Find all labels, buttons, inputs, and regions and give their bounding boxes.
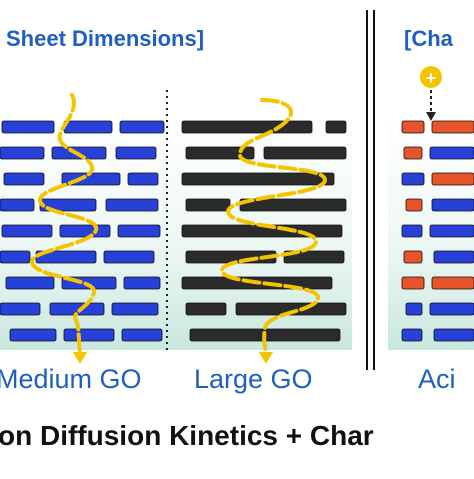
medium-sheet: [127, 172, 159, 186]
acid-sheet-blue: [429, 224, 474, 238]
medium-sheet: [103, 250, 155, 264]
acid-sheet-orange: [431, 120, 474, 134]
medium-sheet: [1, 120, 55, 134]
medium-sheet: [1, 224, 53, 238]
medium-sheet: [5, 276, 55, 290]
medium-sheet: [0, 302, 41, 316]
large-ion-arrowhead: [259, 352, 273, 364]
charge-symbol: +: [426, 68, 437, 88]
acid-sheet-orange: [401, 120, 425, 134]
medium-sheet: [63, 120, 113, 134]
large-ion-path: [220, 98, 328, 354]
large-sheet: [263, 146, 347, 160]
acid-sheet-blue: [431, 198, 474, 212]
medium-sheet: [0, 198, 35, 212]
medium-sheet: [0, 146, 45, 160]
large-sheet: [185, 146, 255, 160]
large-sheet: [181, 120, 313, 134]
medium-sheet: [9, 328, 57, 342]
medium-ion-path: [30, 93, 98, 354]
acid-sheet-blue: [405, 302, 423, 316]
large-sheet: [283, 250, 345, 264]
large-sheet: [181, 172, 335, 186]
acid-sheet-orange: [405, 198, 423, 212]
large-sheet: [185, 302, 227, 316]
medium-sheet: [63, 328, 115, 342]
medium-sheet: [59, 224, 111, 238]
acid-sheet-blue: [401, 172, 425, 186]
medium-ion-arrowhead: [73, 352, 87, 364]
medium-sheet: [119, 120, 165, 134]
medium-sheet: [117, 224, 161, 238]
medium-sheet: [115, 146, 157, 160]
acid-sheet-blue: [433, 328, 474, 342]
acid-sheet-orange: [403, 250, 423, 264]
medium-sheet: [121, 328, 163, 342]
acid-sheet-blue: [401, 328, 423, 342]
large-sheet: [239, 198, 347, 212]
acid-sheet-blue: [429, 146, 474, 160]
large-go-sheets: [181, 120, 347, 342]
acid-sheet-blue: [433, 250, 474, 264]
acid-sheet-blue: [429, 302, 474, 316]
medium-go-sheets: [0, 120, 165, 342]
large-sheet: [185, 198, 231, 212]
medium-sheet: [111, 302, 159, 316]
medium-go-caption: Medium GO: [0, 364, 142, 394]
acid-sheet-orange: [431, 172, 474, 186]
medium-sheet: [105, 198, 159, 212]
charge-arrowhead: [426, 112, 436, 121]
bottom-caption: on Diffusion Kinetics + Char: [0, 420, 374, 451]
charge-title: [Cha: [404, 26, 453, 51]
acid-sheet-blue: [401, 224, 423, 238]
large-go-caption: Large GO: [194, 364, 313, 394]
medium-sheet: [123, 276, 161, 290]
acid-sheets: [401, 120, 474, 342]
acid-sheet-orange: [401, 276, 425, 290]
acid-caption: Aci: [418, 364, 456, 394]
large-sheet: [325, 120, 347, 134]
positive-charge-circle: [420, 66, 442, 88]
sheet-dimensions-title: Sheet Dimensions]: [6, 26, 205, 51]
medium-sheet: [0, 250, 31, 264]
medium-sheet: [3, 172, 45, 186]
large-sheet: [235, 302, 347, 316]
acid-sheet-orange: [403, 146, 423, 160]
acid-sheet-orange: [431, 276, 474, 290]
